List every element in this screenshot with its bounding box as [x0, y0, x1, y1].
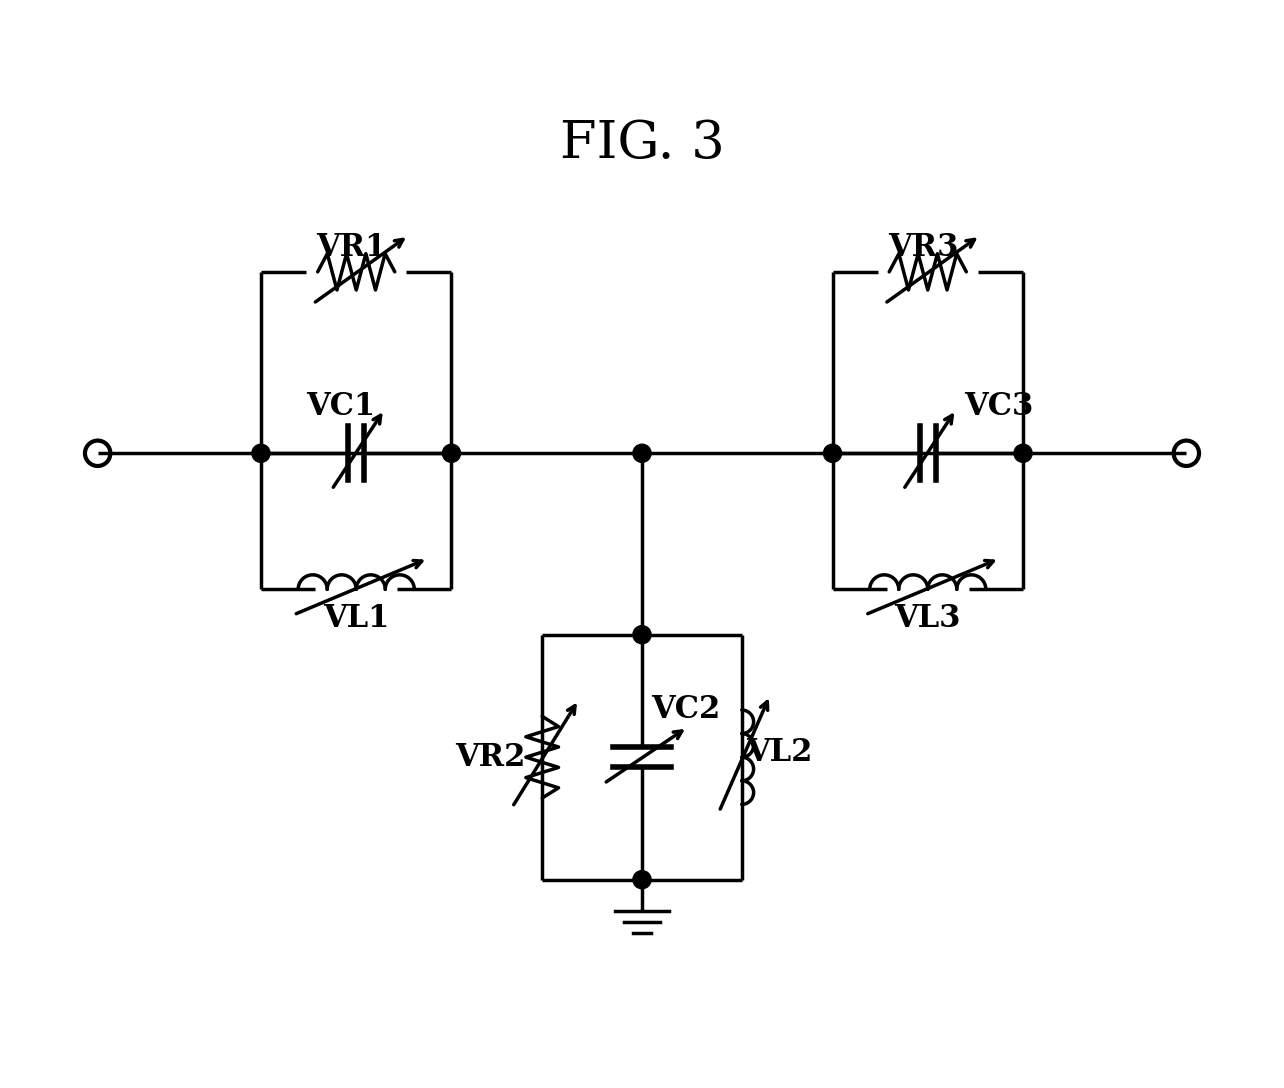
Text: VC2: VC2	[651, 694, 720, 726]
Circle shape	[633, 444, 651, 462]
Circle shape	[443, 444, 461, 462]
Circle shape	[823, 444, 841, 462]
Text: VL1: VL1	[324, 603, 389, 634]
Text: VR2: VR2	[456, 742, 526, 772]
Circle shape	[252, 444, 270, 462]
Text: VR1: VR1	[317, 232, 386, 263]
Text: VC3: VC3	[964, 391, 1034, 421]
Circle shape	[633, 870, 651, 889]
Text: FIG. 3: FIG. 3	[560, 118, 724, 169]
Text: VR3: VR3	[889, 232, 958, 263]
Text: VL3: VL3	[895, 603, 960, 634]
Text: VL2: VL2	[746, 738, 813, 768]
Text: VC1: VC1	[307, 391, 375, 421]
Circle shape	[1014, 444, 1032, 462]
Circle shape	[633, 626, 651, 644]
